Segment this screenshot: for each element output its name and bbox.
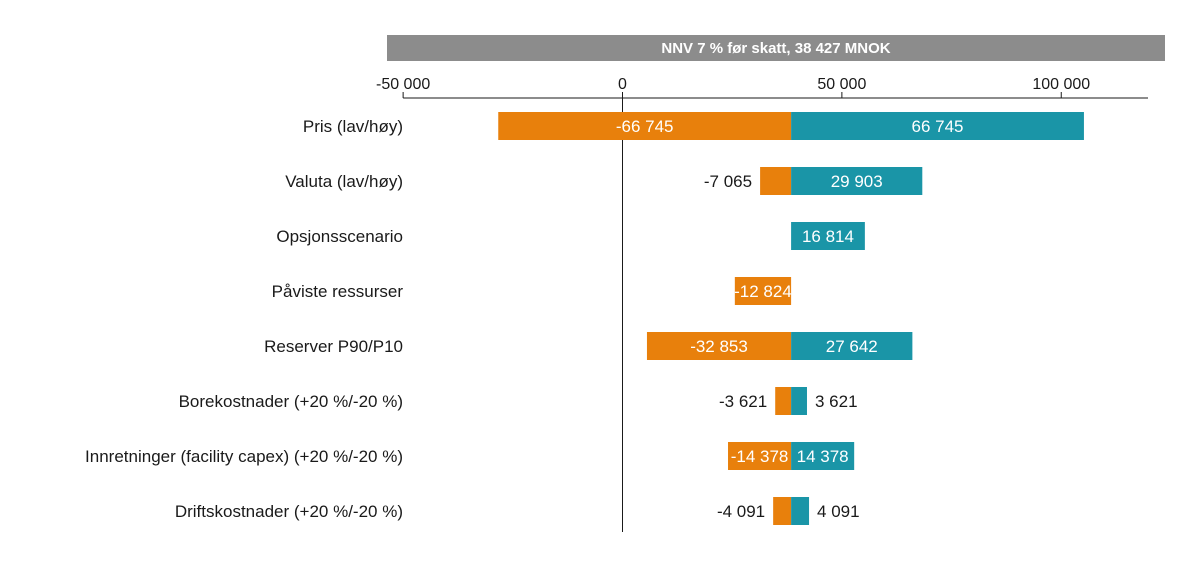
bar-low-label: -66 745 <box>616 117 674 136</box>
bar-high-label: 4 091 <box>817 502 860 521</box>
bar-high-label: 27 642 <box>826 337 878 356</box>
x-axis: -50 000 0 50 000 100 000 <box>376 76 1148 532</box>
bar-high <box>791 497 810 525</box>
category-label: Innretninger (facility capex) (+20 %/-20… <box>85 447 403 466</box>
title-banner <box>387 35 1165 61</box>
category-label: Opsjonsscenario <box>276 227 403 246</box>
bar-low <box>760 167 792 195</box>
bar-low <box>775 387 792 415</box>
bar-high-label: 16 814 <box>802 227 854 246</box>
bar-high <box>791 332 913 360</box>
bar-low-label: -12 824 <box>734 282 792 301</box>
bar-low-label: -32 853 <box>690 337 748 356</box>
x-tick-label: 50 000 <box>817 76 866 93</box>
bar-high-label: 14 378 <box>797 447 849 466</box>
bar-low-label: -14 378 <box>731 447 789 466</box>
bar-low <box>498 112 792 140</box>
bar-high <box>791 112 1084 140</box>
bar-high-label: 29 903 <box>831 172 883 191</box>
bars: -66 745 66 745 -7 065 29 903 16 814 -12 824 -3… <box>498 112 1084 525</box>
bar-low <box>646 332 792 360</box>
bar-high <box>791 387 807 415</box>
bar-low-label: -4 091 <box>717 502 765 521</box>
bar-low-label: -3 621 <box>719 392 767 411</box>
category-label: Borekostnader (+20 %/-20 %) <box>179 392 403 411</box>
category-label: Valuta (lav/høy) <box>285 172 403 191</box>
bar-high <box>791 167 923 195</box>
bar-low <box>734 277 792 305</box>
bar-high <box>791 442 855 470</box>
x-tick-label: 100 000 <box>1032 76 1090 93</box>
x-tick-label: -50 000 <box>376 76 430 93</box>
category-label: Reserver P90/P10 <box>264 337 403 356</box>
bar-low-label: -7 065 <box>704 172 752 191</box>
category-label: Driftskostnader (+20 %/-20 %) <box>175 502 403 521</box>
bar-low <box>773 497 792 525</box>
bar-high-label: 3 621 <box>815 392 858 411</box>
category-labels: Pris (lav/høy) Valuta (lav/høy) Opsjonssce… <box>85 117 403 521</box>
bar-high-label: 66 745 <box>912 117 964 136</box>
chart-title: NNV 7 % før skatt, 38 427 MNOK <box>661 40 890 57</box>
category-label: Pris (lav/høy) <box>303 117 403 136</box>
x-tick-label: 0 <box>618 76 627 93</box>
bar-high <box>791 222 865 250</box>
category-label: Påviste ressurser <box>272 282 404 301</box>
bar-low <box>728 442 792 470</box>
